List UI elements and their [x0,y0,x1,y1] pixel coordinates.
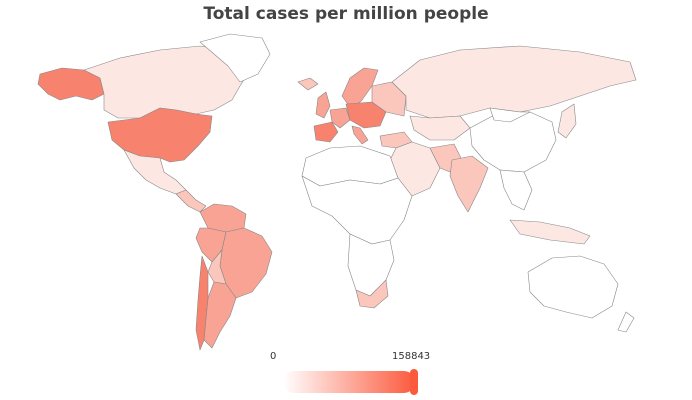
country-canada[interactable] [83,45,251,119]
country-india[interactable] [449,155,489,213]
country-mongolia[interactable] [489,107,531,123]
country-greenland[interactable] [199,33,271,83]
country-australia[interactable] [527,255,619,319]
region-central-america[interactable] [175,189,207,213]
country-new-zealand[interactable] [617,311,635,333]
country-russia[interactable] [391,45,637,119]
country-japan[interactable] [557,103,577,139]
legend-min-label: 0 [270,351,277,362]
country-china[interactable] [469,111,557,173]
country-uk[interactable] [315,91,331,119]
country-south-africa[interactable] [355,279,389,309]
region-southeast-asia[interactable] [499,169,533,211]
country-spain[interactable] [313,121,339,143]
legend-slider-handle[interactable] [410,369,418,395]
region-indonesia[interactable] [509,219,591,245]
country-italy[interactable] [351,125,369,145]
country-iceland[interactable] [297,77,319,91]
country-alaska[interactable] [37,67,105,101]
legend-color-scale [283,371,415,393]
legend-max-label: 158843 [392,351,431,362]
country-kazakhstan[interactable] [409,115,471,141]
country-france[interactable] [329,107,351,129]
country-argentina[interactable] [203,281,237,349]
country-chile[interactable] [195,255,209,351]
map-title: Total cases per million people [203,4,489,24]
region-west-central-africa[interactable] [301,175,413,245]
